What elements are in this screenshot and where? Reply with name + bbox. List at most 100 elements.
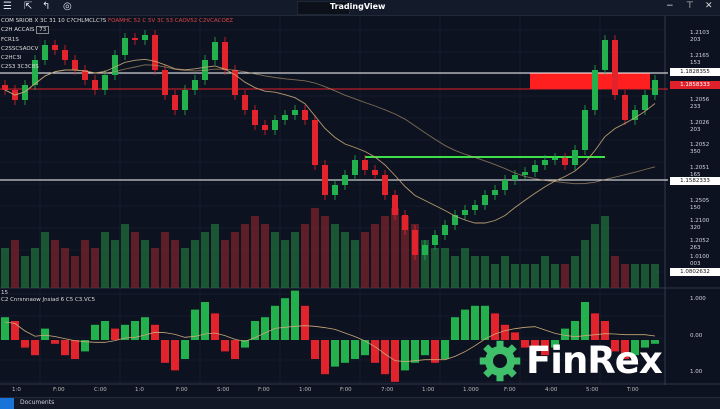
cursor-icon[interactable]: ⇱	[24, 1, 33, 12]
volume-bar	[221, 240, 229, 288]
time-tick-label: S:00	[217, 387, 230, 393]
time-tick-label: F:00	[53, 387, 65, 393]
candle-body	[242, 95, 248, 110]
candle-body	[102, 75, 108, 90]
oscillator-bar	[181, 340, 189, 359]
oscillator-bar	[401, 340, 409, 371]
candle-body	[642, 95, 648, 110]
volume-bar	[141, 240, 149, 288]
oscillator-bar	[331, 340, 339, 367]
candle-body	[602, 40, 608, 70]
candle-body	[352, 160, 358, 175]
volume-bar	[11, 240, 19, 288]
oscillator-bar	[161, 340, 169, 363]
restore-icon[interactable]: ⊤	[686, 1, 694, 11]
close-icon[interactable]: ✕	[705, 1, 713, 11]
volume-bar	[371, 224, 379, 288]
candle-body	[542, 160, 548, 165]
candle-body	[172, 95, 178, 110]
volume-bar	[21, 256, 29, 288]
price-chart[interactable]	[0, 0, 720, 397]
legend-line-3: FCR1S	[1, 37, 19, 43]
candle-body	[432, 235, 438, 245]
candle-body	[152, 35, 158, 70]
candle-body	[182, 90, 188, 110]
time-tick-label: F:00	[504, 387, 516, 393]
oscillator-bar	[491, 313, 499, 340]
menu-icon[interactable]: ☰	[3, 1, 12, 12]
volume-bar	[481, 256, 489, 288]
indicator-tick-label: 1.000	[690, 296, 706, 302]
candle-body	[412, 230, 418, 255]
ohlc-text: FOAMHC 52 C 5V 3C 53 CAOV52 C2VCACOEZ	[108, 18, 234, 24]
oscillator-bar	[361, 340, 369, 356]
volume-bar	[651, 264, 659, 288]
oscillator-bar	[611, 340, 619, 352]
price-tick-label: 1.2052 350	[690, 142, 710, 155]
oscillator-bar	[251, 321, 259, 340]
candle-body	[62, 50, 68, 60]
price-tick-label: 1.2100 320	[690, 218, 710, 231]
volume-bar	[321, 216, 329, 288]
oscillator-bar	[561, 328, 569, 340]
oscillator-bar	[521, 340, 529, 348]
candle-body	[82, 70, 88, 80]
oscillator-bar	[641, 340, 649, 348]
volume-bar	[101, 232, 109, 288]
windows-start-icon[interactable]	[0, 398, 14, 409]
oscillator-bar	[271, 305, 279, 340]
volume-bar	[461, 248, 469, 288]
candle-body	[72, 60, 78, 70]
oscillator-bar	[451, 317, 459, 340]
moving-average-line	[4, 58, 656, 224]
candle-body	[562, 158, 568, 165]
minimize-icon[interactable]: −	[666, 1, 674, 11]
volume-bar	[241, 224, 249, 288]
volume-bar	[331, 224, 339, 288]
volume-bar	[351, 240, 359, 288]
volume-bar	[261, 224, 269, 288]
volume-bar	[71, 256, 79, 288]
volume-bar	[191, 240, 199, 288]
time-tick-label: 1:0	[12, 387, 21, 393]
price-tick-label: 1.2026 203	[690, 120, 710, 133]
alert-icon[interactable]: ◎	[63, 1, 72, 12]
oscillator-bar	[371, 340, 379, 363]
candle-body	[422, 245, 428, 255]
oscillator-bar	[91, 324, 99, 340]
oscillator-bar	[301, 305, 309, 340]
time-tick-label: 1:0	[135, 387, 144, 393]
candle-body	[462, 210, 468, 215]
candle-body	[212, 42, 218, 60]
volume-bar	[161, 232, 169, 288]
candle-body	[22, 85, 28, 100]
oscillator-bar	[61, 340, 69, 356]
legend-tag[interactable]: 73	[36, 26, 50, 34]
volume-bar	[601, 216, 609, 288]
candle-body	[232, 70, 238, 95]
drawing-icon[interactable]: ↰	[42, 1, 51, 12]
oscillator-bar	[651, 340, 659, 344]
candle-body	[332, 185, 338, 195]
candle-body	[372, 170, 378, 175]
candle-body	[612, 40, 618, 95]
taskbar-item-documents[interactable]: Documents	[20, 399, 55, 406]
oscillator-bar	[351, 340, 359, 359]
candle-body	[2, 85, 8, 90]
candle-body	[582, 110, 588, 150]
volume-bar	[281, 240, 289, 288]
oscillator-bar	[551, 340, 559, 348]
time-tick-label: 1.000	[463, 387, 479, 393]
candle-body	[52, 45, 58, 50]
volume-bar	[1, 248, 9, 288]
oscillator-bar	[531, 340, 539, 352]
volume-bar	[151, 248, 159, 288]
symbol-search-input[interactable]	[297, 1, 350, 15]
legend-line-2: C2H ACCAIS 73	[1, 26, 50, 34]
candle-body	[402, 215, 408, 230]
candle-body	[252, 110, 258, 125]
oscillator-bar	[411, 340, 419, 363]
volume-bar	[31, 248, 39, 288]
time-tick-label: 4:00	[545, 387, 558, 393]
volume-bar	[91, 248, 99, 288]
